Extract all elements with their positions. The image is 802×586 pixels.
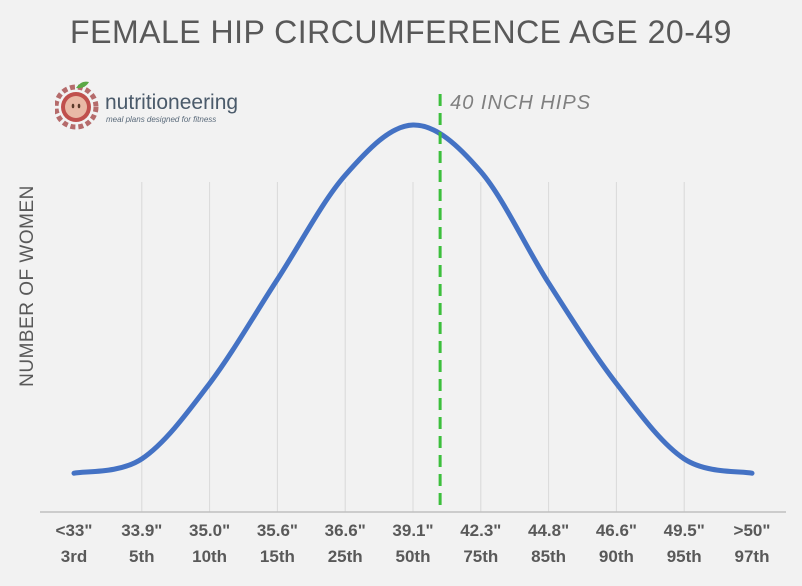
- x-tick-percentile: 97th: [735, 547, 770, 566]
- x-tick-percentile: 5th: [129, 547, 155, 566]
- x-tick-measure: 44.8": [528, 521, 569, 540]
- x-tick-measure: 35.0": [189, 521, 230, 540]
- x-tick-percentile: 95th: [667, 547, 702, 566]
- x-tick-percentile: 3rd: [61, 547, 87, 566]
- x-tick-percentile: 50th: [396, 547, 431, 566]
- distribution-curve: [71, 122, 755, 476]
- logo: nutritioneering meal plans designed for …: [55, 80, 255, 132]
- annotation-label: 40 INCH HIPS: [450, 92, 591, 114]
- x-tick-measure: 35.6": [257, 521, 298, 540]
- x-tick-measure: 39.1": [392, 521, 433, 540]
- x-tick-percentile: 25th: [328, 547, 363, 566]
- logo-brand-text: nutritioneering: [105, 91, 239, 114]
- x-tick-measure: 46.6": [596, 521, 637, 540]
- x-tick-measure: >50": [734, 521, 771, 540]
- tick-label-layer: <33" 3rd 33.9" 5th 35.0" 10th 35.6" 15th 36.6" 25…: [56, 521, 771, 566]
- annotation-layer: 40 INCH HIPS: [438, 92, 591, 512]
- x-tick-percentile: 75th: [463, 547, 498, 566]
- x-tick-measure: <33": [56, 521, 93, 540]
- x-tick-measure: 42.3": [460, 521, 501, 540]
- apple-gear-icon: [55, 81, 99, 130]
- x-tick-percentile: 10th: [192, 547, 227, 566]
- grid-lines: [141, 182, 685, 512]
- x-tick-measure: 49.5": [664, 521, 705, 540]
- x-tick-percentile: 85th: [531, 547, 566, 566]
- x-tick-percentile: 90th: [599, 547, 634, 566]
- logo-tagline: meal plans designed for fitness: [106, 115, 217, 124]
- x-tick-measure: 33.9": [121, 521, 162, 540]
- chart-title: FEMALE HIP CIRCUMFERENCE AGE 20-49: [70, 14, 732, 50]
- x-tick-percentile: 15th: [260, 547, 295, 566]
- x-tick-measure: 36.6": [325, 521, 366, 540]
- series-layer: [71, 122, 755, 476]
